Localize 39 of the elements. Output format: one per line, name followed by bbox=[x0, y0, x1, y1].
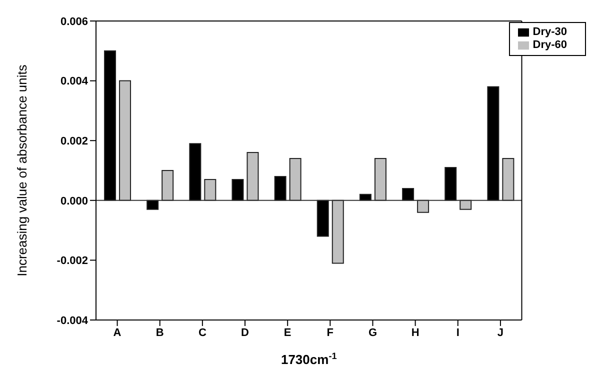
x-tick-label: H bbox=[411, 326, 420, 339]
x-tick-label: B bbox=[156, 326, 164, 339]
bar bbox=[289, 158, 302, 201]
y-tick-label: 0.000 bbox=[60, 195, 88, 208]
bar bbox=[374, 158, 386, 201]
x-tick-label: D bbox=[241, 326, 250, 339]
y-tick-label: 0.006 bbox=[60, 16, 88, 28]
bar bbox=[444, 167, 457, 201]
bar bbox=[246, 152, 259, 201]
x-tick-label: I bbox=[456, 326, 460, 339]
x-tick-label: A bbox=[113, 326, 122, 339]
y-tick-label: 0.002 bbox=[60, 136, 88, 148]
bar bbox=[162, 170, 174, 201]
x-tick-label: G bbox=[368, 326, 378, 339]
bar bbox=[119, 80, 132, 201]
x-tick-label: E bbox=[284, 326, 292, 339]
bar bbox=[487, 86, 500, 201]
x-tick-label: F bbox=[326, 326, 334, 339]
y-tick-label: 0.004 bbox=[60, 76, 89, 88]
y-axis-title: Increasing value of absorbance units bbox=[14, 64, 30, 276]
bar bbox=[232, 178, 244, 201]
bar bbox=[204, 178, 216, 201]
y-tick-label: -0.002 bbox=[56, 255, 88, 268]
bar bbox=[417, 200, 430, 213]
x-tick-label: C bbox=[198, 326, 206, 339]
bar bbox=[189, 143, 202, 201]
bar bbox=[316, 200, 329, 237]
bar bbox=[104, 50, 116, 201]
x-tick-label: J bbox=[497, 326, 504, 339]
legend-label: Dry-60 bbox=[532, 39, 567, 51]
bar bbox=[332, 200, 344, 264]
bar bbox=[460, 200, 472, 210]
bar bbox=[274, 176, 286, 201]
bar bbox=[146, 200, 159, 210]
bar bbox=[402, 188, 414, 201]
y-tick-label: -0.004 bbox=[56, 314, 89, 327]
bar bbox=[502, 158, 514, 201]
x-axis-title: 1730cm$^{-1}$ bbox=[280, 351, 337, 367]
legend-label: Dry-30 bbox=[532, 26, 567, 38]
